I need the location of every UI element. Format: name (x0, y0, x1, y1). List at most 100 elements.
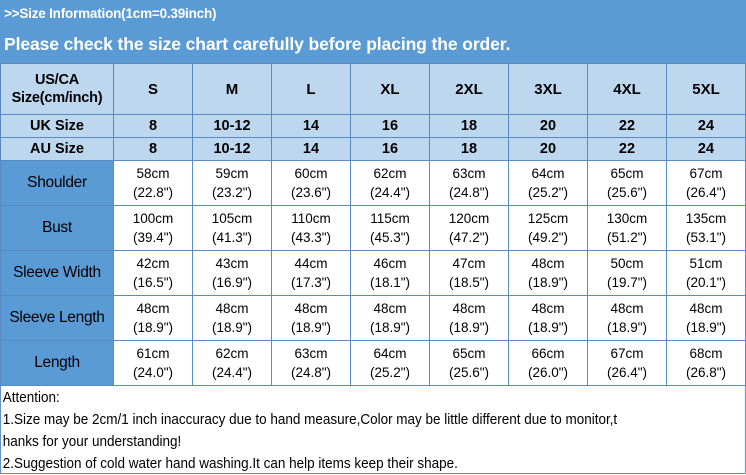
table-cell: 135cm (53.1") (666, 205, 746, 251)
size-column-header: M (192, 63, 272, 115)
measure-inch: (26.4") (606, 365, 648, 380)
table-cell: 43cm (16.9") (192, 250, 272, 296)
measure-inch: (26.8") (685, 365, 727, 380)
attention-note-2: 2.Suggestion of cold water hand washing.… (2, 456, 458, 472)
measure-inch: (18.9") (685, 320, 727, 335)
table-cell: 59cm (23.2") (192, 160, 272, 206)
table-cell: 20 (508, 114, 588, 138)
measure-inch: (25.6") (606, 185, 648, 200)
table-cell: 18 (429, 137, 509, 161)
table-cell: 48cm (18.9") (587, 295, 667, 341)
size-column-header: L (271, 63, 351, 115)
table-cell: 67cm (26.4") (587, 340, 667, 386)
measure-inch: (16.5") (132, 275, 174, 290)
table-cell: 24 (666, 137, 746, 161)
attention-notes: Attention: 1.Size may be 2cm/1 inch inac… (0, 386, 746, 474)
measure-cm: 120cm (448, 211, 490, 226)
measure-cm: 63cm (294, 346, 328, 361)
table-cell: 62cm (24.4") (350, 160, 430, 206)
table-cell: 10-12 (192, 114, 272, 138)
measure-cm: 65cm (452, 346, 486, 361)
table-cell: 65cm (25.6") (429, 340, 509, 386)
measure-inch: (24.8") (290, 365, 332, 380)
table-corner-label: US/CA Size(cm/inch) (0, 63, 114, 115)
measure-inch: (19.7") (606, 275, 648, 290)
measure-cm: 58cm (136, 166, 170, 181)
measure-inch: (18.1") (369, 275, 411, 290)
size-column-header: S (113, 63, 193, 115)
table-cell: 115cm (45.3") (350, 205, 430, 251)
measure-cm: 48cm (531, 256, 565, 271)
table-cell: 110cm (43.3") (271, 205, 351, 251)
measure-cm: 50cm (610, 256, 644, 271)
measure-cm: 43cm (215, 256, 249, 271)
table-cell: 24 (666, 114, 746, 138)
size-chart-table: US/CA Size(cm/inch) S M L XL 2XL 3XL 4XL… (0, 63, 746, 386)
measure-cm: 64cm (531, 166, 565, 181)
row-label: Sleeve Width (0, 250, 114, 296)
size-column-header: 4XL (587, 63, 667, 115)
row-label: UK Size (0, 114, 114, 138)
table-cell: 51cm (20.1") (666, 250, 746, 296)
measure-inch: (18.9") (527, 320, 569, 335)
table-cell: 58cm (22.8") (113, 160, 193, 206)
measure-inch: (24.4") (211, 365, 253, 380)
measure-cm: 48cm (689, 301, 723, 316)
table-cell: 48cm (18.9") (192, 295, 272, 341)
measure-inch: (23.2") (211, 185, 253, 200)
measure-inch: (49.2") (527, 230, 569, 245)
table-cell: 46cm (18.1") (350, 250, 430, 296)
measure-inch: (22.8") (132, 185, 174, 200)
measure-cm: 62cm (373, 166, 407, 181)
measure-inch: (18.9") (290, 320, 332, 335)
table-cell: 120cm (47.2") (429, 205, 509, 251)
table-cell: 48cm (18.9") (508, 295, 588, 341)
measure-cm: 130cm (606, 211, 648, 226)
measure-cm: 46cm (373, 256, 407, 271)
measure-inch: (18.9") (527, 275, 569, 290)
measure-cm: 51cm (689, 256, 723, 271)
measure-inch: (24.4") (369, 185, 411, 200)
size-column-header: 2XL (429, 63, 509, 115)
measure-cm: 63cm (452, 166, 486, 181)
corner-label-line1: US/CA (34, 72, 80, 88)
measure-inch: (25.2") (369, 365, 411, 380)
measure-cm: 65cm (610, 166, 644, 181)
measure-cm: 100cm (132, 211, 174, 226)
measure-cm: 115cm (370, 211, 410, 226)
attention-note-1-part2: hanks for your understanding! (2, 434, 182, 450)
table-cell: 14 (271, 137, 351, 161)
table-cell: 22 (587, 114, 667, 138)
measure-inch: (24.0") (132, 365, 174, 380)
table-cell: 42cm (16.5") (113, 250, 193, 296)
measure-inch: (45.3") (369, 230, 411, 245)
table-cell: 16 (350, 114, 430, 138)
measure-cm: 105cm (211, 211, 253, 226)
table-cell: 48cm (18.9") (113, 295, 193, 341)
table-cell: 68cm (26.8") (666, 340, 746, 386)
table-cell: 22 (587, 137, 667, 161)
table-cell: 125cm (49.2") (508, 205, 588, 251)
table-row-au-size: AU Size 8 10-12 14 16 18 20 22 24 (0, 137, 746, 161)
measure-cm: 48cm (294, 301, 328, 316)
table-cell: 48cm (18.9") (350, 295, 430, 341)
measure-cm: 48cm (136, 301, 170, 316)
size-column-header: 3XL (508, 63, 588, 115)
corner-label-line2: Size(cm/inch) (11, 90, 103, 106)
table-cell: 65cm (25.6") (587, 160, 667, 206)
measure-inch: (25.6") (448, 365, 490, 380)
table-cell: 18 (429, 114, 509, 138)
size-information-banner: >>Size Information(1cm=0.39inch) Please … (0, 0, 746, 63)
table-cell: 64cm (25.2") (350, 340, 430, 386)
table-cell: 14 (271, 114, 351, 138)
table-row-sleeve-length: Sleeve Length 48cm (18.9") 48cm (18.9") 48… (0, 295, 746, 341)
measure-cm: 48cm (373, 301, 407, 316)
measure-cm: 110cm (291, 211, 331, 226)
size-column-header: XL (350, 63, 430, 115)
table-cell: 66cm (26.0") (508, 340, 588, 386)
table-row-length: Length 61cm (24.0") 62cm (24.4") 63cm (24.8… (0, 340, 746, 386)
measure-inch: (18.9") (211, 320, 253, 335)
table-cell: 48cm (18.9") (666, 295, 746, 341)
measure-cm: 64cm (373, 346, 407, 361)
